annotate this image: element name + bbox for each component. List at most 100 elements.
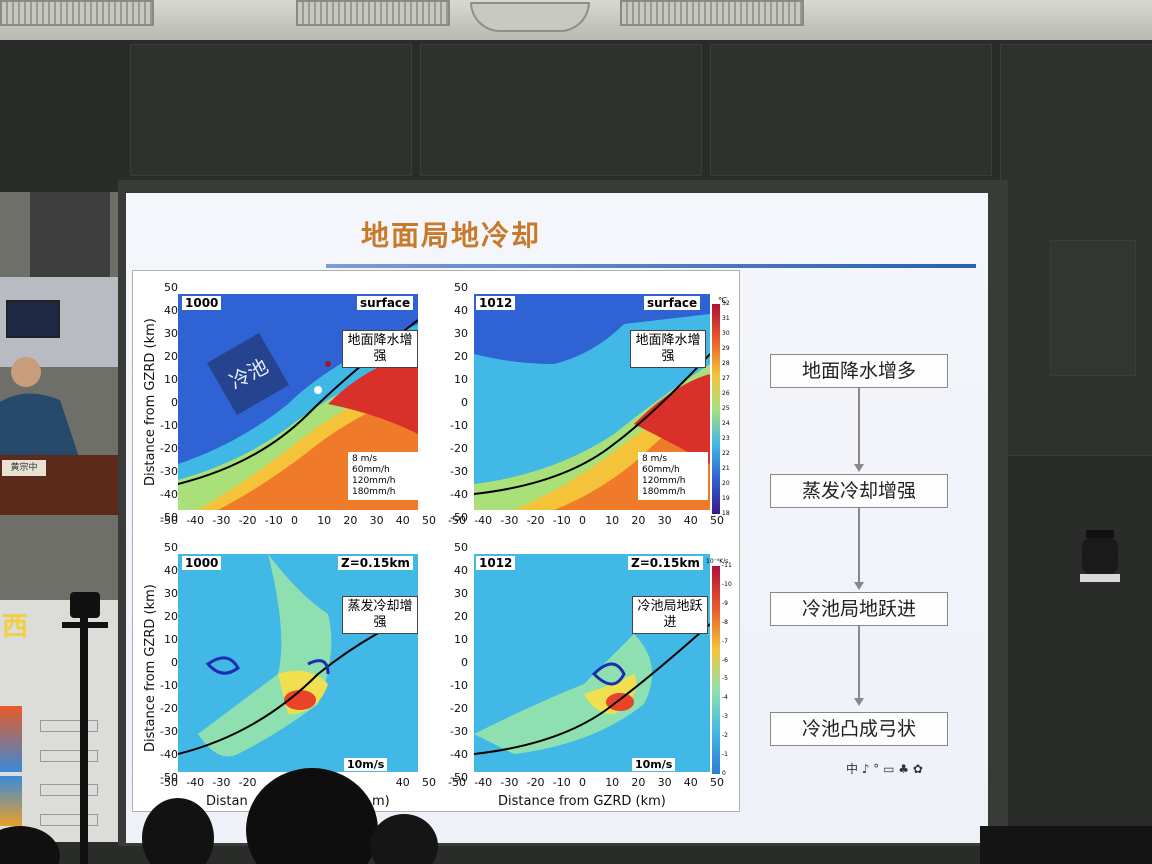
y-tick-label: -40 bbox=[450, 488, 468, 501]
y-tick-label: 40 bbox=[164, 304, 178, 317]
wind-scale: 10m/s bbox=[344, 758, 388, 771]
colorbar-label: 26 bbox=[722, 390, 730, 397]
y-ticks-top-left: 50 40 30 20 10 0 -10 -20 -30 -40 -50 bbox=[156, 281, 178, 524]
colorbar-label: -7 bbox=[722, 637, 728, 645]
y-tick-label: 50 bbox=[454, 541, 468, 554]
legend-entry: 60mm/h bbox=[642, 465, 680, 475]
y-tick-label: -20 bbox=[160, 442, 178, 455]
cooling-rate-map bbox=[474, 554, 710, 772]
y-ticks-bottom-right: 50 40 30 20 10 0 -10 -20 -30 -40 -50 bbox=[446, 541, 468, 784]
flow-step-4: 冷池凸成弓状 bbox=[770, 712, 948, 746]
y-tick-label: -10 bbox=[450, 419, 468, 432]
x-tick-label: -40 bbox=[186, 514, 205, 527]
map-panel-top-left bbox=[178, 294, 418, 510]
cooling-rate-map bbox=[178, 554, 418, 772]
y-tick-label: 20 bbox=[164, 350, 178, 363]
colorbar-unit: ℃ bbox=[718, 296, 727, 305]
x-tick-label: -30 bbox=[500, 514, 519, 527]
x-tick-label: -50 bbox=[160, 514, 178, 527]
y-tick-label: -10 bbox=[160, 679, 178, 692]
colorbar-label: -2 bbox=[722, 732, 728, 740]
x-tick-label: -50 bbox=[448, 514, 466, 527]
y-tick-label: -20 bbox=[160, 702, 178, 715]
y-tick-label: 20 bbox=[454, 610, 468, 623]
flow-step-3: 冷池局地跃进 bbox=[770, 592, 948, 626]
colorbar-label: -5 bbox=[722, 675, 728, 683]
y-tick-label: -30 bbox=[160, 465, 178, 478]
y-tick-label: -40 bbox=[160, 488, 178, 501]
x-ticks-bottom-left: -50 -40 -30 -20 40 50 bbox=[160, 776, 436, 790]
legend-entry: 180mm/h bbox=[642, 487, 686, 497]
colorbar-label: 27 bbox=[722, 375, 730, 382]
thumbnail-box bbox=[40, 814, 98, 826]
x-tick-label: 40 bbox=[395, 514, 410, 527]
y-tick-label: 30 bbox=[454, 587, 468, 600]
panel-time: 1000 bbox=[182, 556, 222, 570]
colorbar-label: 0 bbox=[722, 770, 726, 777]
x-tick-label: 20 bbox=[631, 514, 646, 527]
y-tick-label: 40 bbox=[454, 304, 468, 317]
wall-panel bbox=[130, 44, 412, 176]
audience-heads bbox=[0, 768, 1152, 864]
y-tick-label: 50 bbox=[164, 541, 178, 554]
colorbar-label: 19 bbox=[722, 495, 730, 502]
colorbar-label: 24 bbox=[722, 420, 730, 427]
y-tick-label: -40 bbox=[160, 748, 178, 761]
panel-level: surface bbox=[644, 296, 701, 310]
colorbar-label: 31 bbox=[722, 315, 730, 322]
y-tick-label: 10 bbox=[454, 373, 468, 386]
x-tick-label: -40 bbox=[186, 776, 205, 789]
colorbar-label: -4 bbox=[722, 694, 728, 702]
x-tick-label: -50 bbox=[160, 776, 178, 789]
x-tick-label: -10 bbox=[552, 776, 571, 789]
x-ticks-top-right: -50 -40 -30 -20 -10 0 10 20 30 40 50 bbox=[448, 514, 724, 528]
y-tick-label: -50 bbox=[160, 511, 178, 524]
x-tick-label: -30 bbox=[212, 776, 231, 789]
x-axis-label: Distance from GZRD (km) bbox=[498, 794, 666, 809]
toolbar-icons[interactable]: 中 ♪ ° ▭ ♣ ✿ bbox=[846, 762, 923, 776]
colorbar-label: -6 bbox=[722, 656, 728, 664]
x-ticks-bottom-right: -50 -40 -30 -20 -10 0 10 20 30 40 50 bbox=[448, 776, 724, 790]
thumbnail-box bbox=[40, 720, 98, 732]
map-panel-bottom-left bbox=[178, 554, 418, 772]
ceiling-vent bbox=[0, 0, 154, 26]
camera-tripod bbox=[62, 592, 108, 864]
flow-arrow bbox=[858, 626, 860, 700]
x-tick-label: 0 bbox=[579, 514, 586, 527]
wall-panel bbox=[710, 44, 992, 176]
colorbar-label: 29 bbox=[722, 345, 730, 352]
y-tick-label: 0 bbox=[171, 396, 178, 409]
legend-entry: 60mm/h bbox=[352, 465, 390, 475]
y-tick-label: -30 bbox=[160, 725, 178, 738]
ceiling-vent bbox=[296, 0, 450, 26]
x-tick-label: 20 bbox=[631, 776, 646, 789]
x-tick-label: 40 bbox=[683, 776, 698, 789]
y-tick-label: -40 bbox=[450, 748, 468, 761]
temperature-map bbox=[178, 294, 418, 510]
colorbar-unit: 10⁻⁴K/s bbox=[706, 558, 729, 565]
colorbar-label: 30 bbox=[722, 330, 730, 337]
callout-box: 地面降水增强 bbox=[342, 330, 418, 368]
y-tick-label: 0 bbox=[171, 656, 178, 669]
x-tick-label: 40 bbox=[395, 776, 410, 789]
y-tick-label: 50 bbox=[454, 281, 468, 294]
colorbar-cooling-labels: -11 -10 -9 -8 -7 -6 -5 -4 -3 -2 -1 0 bbox=[722, 562, 736, 777]
y-tick-label: 0 bbox=[461, 396, 468, 409]
y-tick-label: 0 bbox=[461, 656, 468, 669]
x-tick-label: 30 bbox=[657, 514, 672, 527]
partial-heading: 西 bbox=[2, 612, 29, 642]
y-tick-label: 40 bbox=[454, 564, 468, 577]
wind-scale: 10m/s bbox=[632, 758, 676, 771]
x-tick-label: 50 bbox=[710, 514, 724, 527]
y-tick-label: -50 bbox=[450, 511, 468, 524]
thumbnail-box bbox=[40, 750, 98, 762]
input-method-toolbar[interactable]: 中 ♪ ° ▭ ♣ ✿ bbox=[846, 760, 984, 782]
ceiling-light bbox=[470, 2, 590, 32]
x-tick-label: 10 bbox=[605, 514, 620, 527]
y-tick-label: 20 bbox=[164, 610, 178, 623]
x-axis-label-tail: m) bbox=[372, 794, 390, 809]
x-axis-label-partial: Distan bbox=[206, 794, 248, 809]
title-underline bbox=[326, 264, 976, 268]
y-tick-label: 10 bbox=[164, 633, 178, 646]
colorbar-label: 18 bbox=[722, 510, 730, 517]
